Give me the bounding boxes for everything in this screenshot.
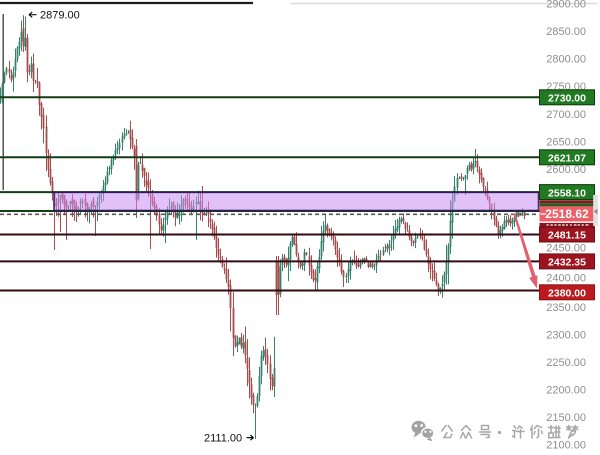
svg-text:2600.00: 2600.00 (546, 164, 586, 176)
svg-text:2100.00: 2100.00 (546, 440, 586, 452)
svg-text:2850.00: 2850.00 (546, 26, 586, 38)
svg-text:2380.00: 2380.00 (548, 288, 586, 300)
svg-text:2730.00: 2730.00 (548, 93, 586, 105)
svg-text:2879.00: 2879.00 (40, 9, 80, 21)
svg-text:2900.00: 2900.00 (546, 0, 586, 11)
svg-text:2650.00: 2650.00 (546, 136, 586, 148)
svg-text:2350.00: 2350.00 (546, 302, 586, 314)
svg-text:2400.00: 2400.00 (546, 273, 586, 285)
svg-text:2800.00: 2800.00 (546, 54, 586, 66)
svg-text:2150.00: 2150.00 (546, 412, 586, 424)
svg-text:2450.00: 2450.00 (546, 243, 586, 255)
svg-text:2621.07: 2621.07 (548, 153, 586, 165)
svg-text:2432.35: 2432.35 (548, 257, 586, 269)
svg-text:2481.15: 2481.15 (548, 230, 586, 242)
svg-text:2518.62: 2518.62 (545, 207, 589, 221)
svg-text:2558.10: 2558.10 (548, 187, 586, 199)
svg-text:2700.00: 2700.00 (546, 109, 586, 121)
svg-text:2300.00: 2300.00 (546, 329, 586, 341)
svg-text:2200.00: 2200.00 (546, 385, 586, 397)
svg-text:2250.00: 2250.00 (546, 357, 586, 369)
svg-text:2111.00: 2111.00 (204, 432, 242, 444)
